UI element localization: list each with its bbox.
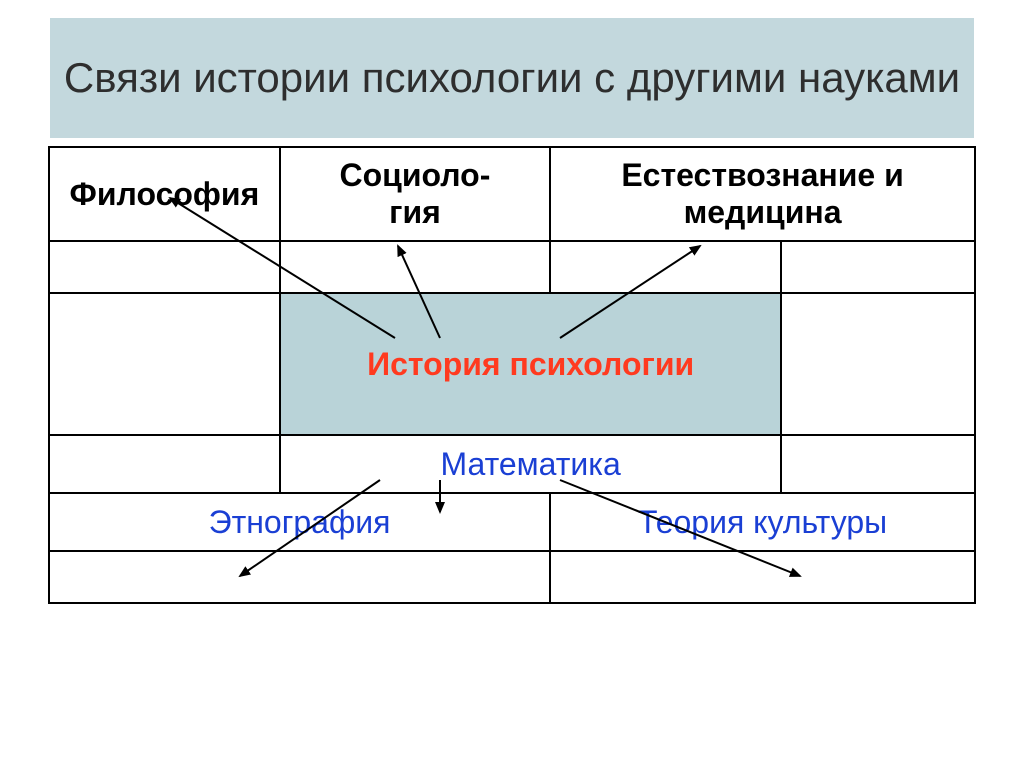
cell-ethnography: Этнография [49,493,550,551]
header-sociology: Социоло- гия [280,147,550,241]
header-philosophy: Философия [49,147,280,241]
header-row: Философия Социоло- гия Естествознание и … [49,147,975,241]
slide-title: Связи истории психологии с другими наука… [50,18,974,138]
cell-culture-theory: Теория культуры [550,493,975,551]
header-natural-science-medicine: Естествознание и медицина [550,147,975,241]
center-history-psychology: История психологии [280,293,782,435]
header-sociology-line1: Социоло- [340,157,491,193]
slide: Связи истории психологии с другими наука… [0,0,1024,767]
center-row: История психологии [49,293,975,435]
concept-grid: Философия Социоло- гия Естествознание и … [48,146,976,604]
spacer-row-1 [49,241,975,293]
ethno-culture-row: Этнография Теория культуры [49,493,975,551]
cell-mathematics: Математика [280,435,782,493]
spacer-row-2 [49,551,975,603]
header-sociology-line2: гия [389,194,441,230]
math-row: Математика [49,435,975,493]
